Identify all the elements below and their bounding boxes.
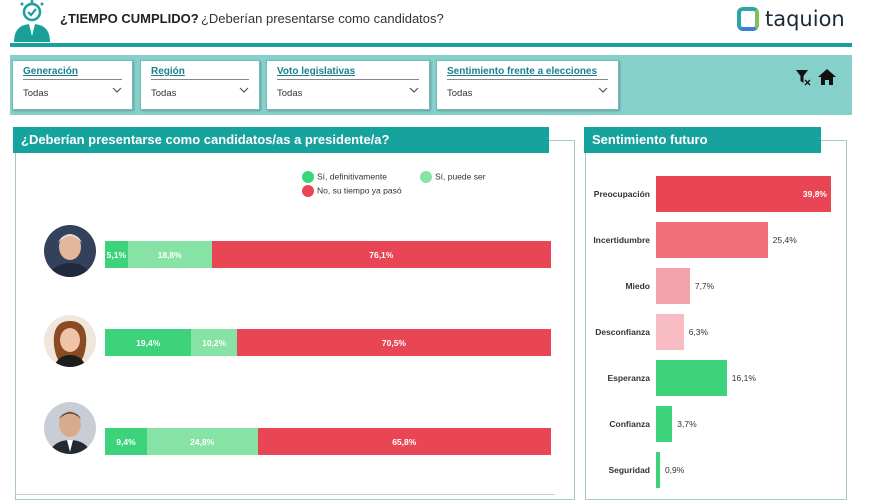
sentiment-chart-title: Sentimiento futuro xyxy=(584,127,821,153)
header: ¿TIEMPO CUMPLIDO? - ¿Deberían presentars… xyxy=(0,0,880,44)
candidate-2-avatar xyxy=(44,315,96,367)
filter-label: Sentimiento frente a elecciones xyxy=(447,66,598,77)
toolbar-icons xyxy=(795,68,837,86)
bar-segment: 10,2% xyxy=(191,329,237,356)
bar-segment: 76,1% xyxy=(211,241,551,268)
data-label: 0,9% xyxy=(664,465,685,475)
clear-filter-icon[interactable] xyxy=(795,68,811,86)
data-label: 25,4% xyxy=(772,235,797,245)
bar-segment: 65,8% xyxy=(257,428,551,455)
filter-value: Todas xyxy=(151,88,177,99)
legend-item: Sí, puede ser xyxy=(420,171,486,183)
taquion-logo-icon xyxy=(737,7,759,31)
candidate-3-avatar xyxy=(44,402,96,454)
legend-swatch xyxy=(302,185,314,197)
bar-segment: 9,4% xyxy=(105,428,147,455)
sentiment-bar xyxy=(656,360,727,396)
brand-name: taquion xyxy=(765,7,845,31)
filter-band xyxy=(10,55,852,115)
data-label: 3,7% xyxy=(677,419,697,429)
candidate-1-avatar xyxy=(44,225,96,277)
sentiment-bar xyxy=(656,176,831,212)
chevron-down-icon[interactable] xyxy=(409,85,419,95)
bar-segment: 18,8% xyxy=(127,241,212,268)
candidates-chart-title: ¿Deberían presentarse como candidatos/as… xyxy=(13,127,549,153)
chart-legend: Sí, definitivamente Sí, puede ser No, su… xyxy=(302,168,522,200)
home-icon[interactable] xyxy=(817,68,837,86)
category-label: Seguridad xyxy=(608,465,650,475)
sentiment-bar xyxy=(656,314,684,350)
category-label: Miedo xyxy=(625,281,650,291)
filter-label: Voto legislativas xyxy=(277,66,356,77)
category-label: Preocupación xyxy=(593,189,650,199)
page-title: ¿TIEMPO CUMPLIDO? xyxy=(60,11,199,26)
filter-region[interactable]: Región Todas xyxy=(140,60,260,110)
legend-item: No, su tiempo ya pasó xyxy=(302,185,402,197)
legend-swatch xyxy=(302,171,314,183)
chevron-down-icon[interactable] xyxy=(598,85,608,95)
bar-segment: 70,5% xyxy=(236,329,551,356)
sentiment-bar xyxy=(656,222,768,258)
filter-label: Región xyxy=(151,66,185,77)
page-subtitle: - ¿Deberían presentarse como candidatos? xyxy=(193,11,444,26)
data-label: 39,8% xyxy=(802,189,827,199)
sentiment-bar xyxy=(656,406,673,442)
filter-value: Todas xyxy=(447,88,473,99)
filter-value: Todas xyxy=(277,88,303,99)
candidate-logo-icon xyxy=(14,0,50,42)
data-label: 16,1% xyxy=(731,373,756,383)
bar-segment: 5,1% xyxy=(105,241,128,268)
bar-segment: 19,4% xyxy=(105,329,192,356)
filter-voto-legislativas[interactable]: Voto legislativas Todas xyxy=(266,60,430,110)
legend-swatch xyxy=(420,171,432,183)
legend-item: Sí, definitivamente xyxy=(302,171,387,183)
category-label: Incertidumbre xyxy=(593,235,650,245)
category-label: Esperanza xyxy=(607,373,650,383)
filter-sentimiento-elecciones[interactable]: Sentimiento frente a elecciones Todas xyxy=(436,60,619,110)
chevron-down-icon[interactable] xyxy=(112,85,122,95)
category-label: Confianza xyxy=(609,419,650,429)
data-label: 7,7% xyxy=(694,281,715,291)
brand-logo: taquion xyxy=(737,4,845,34)
header-divider xyxy=(10,43,852,47)
filter-label: Generación xyxy=(23,66,79,77)
sentiment-bar xyxy=(656,268,690,304)
bar-segment: 24,8% xyxy=(146,428,258,455)
category-label: Desconfianza xyxy=(595,327,650,337)
filter-value: Todas xyxy=(23,88,49,99)
sentiment-bar xyxy=(656,452,660,488)
filter-generacion[interactable]: Generación Todas xyxy=(12,60,133,110)
data-label: 6,3% xyxy=(688,327,709,337)
chevron-down-icon[interactable] xyxy=(239,85,249,95)
